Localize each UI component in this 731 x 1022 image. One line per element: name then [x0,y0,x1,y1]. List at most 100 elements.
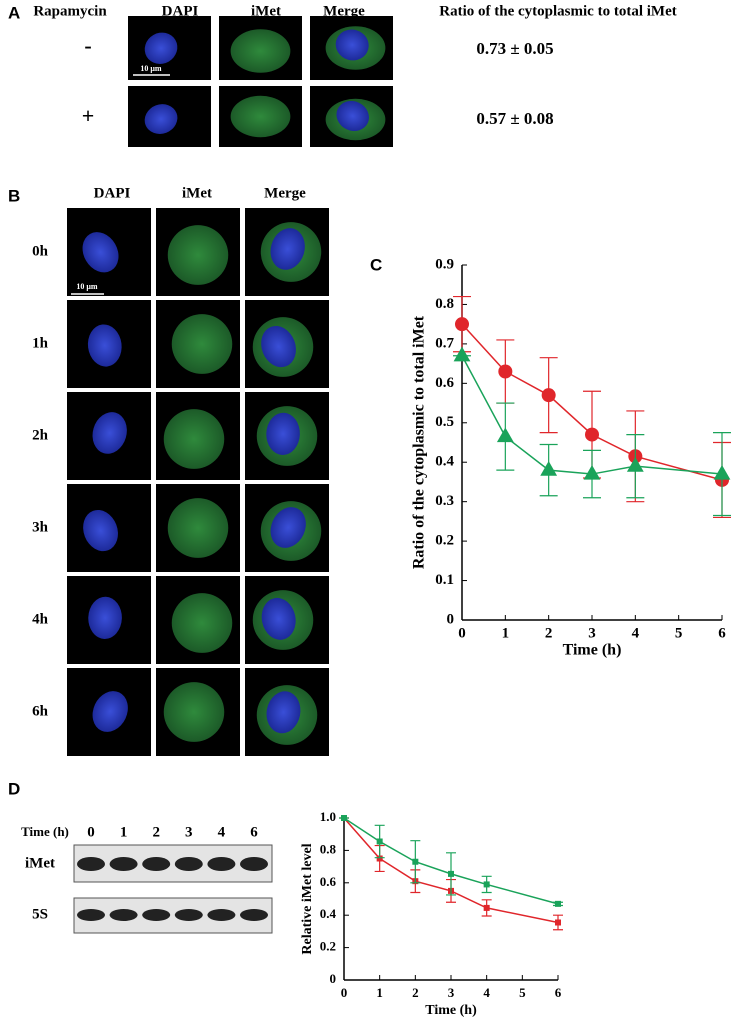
series-line [461,355,723,475]
y-tick-label: 0.9 [435,256,454,272]
y-tick-label: 0.7 [435,335,454,351]
x-axis-label: Time (h) [425,1003,477,1018]
nucleus [87,324,122,367]
y-tick-label: 0.6 [320,874,337,889]
time-label: Time (h) [21,824,69,839]
nucleus [335,29,369,61]
y-axis-label: Ratio of the cytoplasmic to total iMet [411,315,428,569]
nucleus [144,32,178,64]
series-line [343,817,559,924]
lane-label: 2 [152,824,160,840]
x-tick-label: 3 [448,985,455,1000]
band [174,909,203,921]
x-tick-label: 1 [376,985,383,1000]
x-tick-label: 0 [341,985,348,1000]
x-tick-label: 4 [483,985,490,1000]
marker [376,855,383,862]
band-label: 5S [32,906,48,922]
marker [453,346,471,362]
panel-label: D [8,779,20,798]
y-tick-label: 0.8 [435,296,454,312]
nucleus [266,412,300,455]
column-header: Rapamycin [33,3,107,19]
marker [341,815,347,821]
marker [585,427,599,442]
marker [496,427,514,443]
lane-label: 1 [120,824,128,840]
y-tick-label: 0.8 [320,841,337,856]
blot [73,844,273,883]
marker [376,838,383,845]
marker [541,388,556,403]
nucleus [144,104,178,134]
x-tick-label: 2 [545,625,553,641]
lane-label: 4 [218,824,226,840]
nucleus [261,325,296,368]
scale-label: 10 μm [140,64,162,73]
row-label: 2h [32,427,49,443]
nucleus [270,228,305,270]
band [142,909,171,921]
condition: + [82,103,95,128]
y-tick-label: 0.2 [320,939,336,954]
row-label: 3h [32,519,49,535]
nucleus [336,100,369,132]
nucleus [82,232,119,273]
cytoplasm [163,409,225,469]
cytoplasm [230,95,291,138]
marker [540,461,558,476]
lane-label: 0 [87,824,95,840]
x-tick-label: 4 [632,625,640,641]
column-header: DAPI [162,3,199,19]
band [142,857,171,871]
marker [713,464,731,480]
marker [626,457,644,472]
series-line [461,323,723,481]
x-axis-label: Time (h) [563,642,622,659]
ratio: 0.57 ± 0.08 [476,109,553,128]
y-tick-label: 0 [447,611,455,627]
band [207,857,236,871]
marker [555,900,561,907]
row-label: 4h [32,611,49,627]
band [77,909,105,921]
y-tick-label: 0 [330,971,337,986]
cytoplasm [230,29,291,73]
panel-label: A [8,3,20,22]
nucleus [92,691,128,732]
row-label: 1h [32,335,49,351]
marker [448,870,454,877]
column-header: Ratio of the cytoplasmic to total iMet [439,3,676,19]
band [77,857,105,871]
column-header: iMet [182,185,212,201]
condition: - [84,33,91,58]
band [109,857,138,871]
band [240,857,268,871]
cytoplasm [171,314,233,374]
y-tick-label: 0.2 [435,533,454,549]
cytoplasm [163,682,225,742]
y-tick-label: 0.5 [435,414,454,430]
x-tick-label: 0 [458,625,466,641]
y-tick-label: 0.3 [435,493,454,509]
y-tick-label: 0.6 [435,375,454,391]
band [174,857,203,871]
column-header: Merge [323,3,365,19]
marker [483,904,490,911]
band [240,909,268,921]
x-tick-label: 6 [555,985,562,1000]
column-header: DAPI [94,185,131,201]
nucleus [83,509,118,552]
marker [498,364,513,379]
lane-label: 3 [185,824,193,840]
blot [73,897,273,934]
series-line [343,817,559,905]
x-tick-label: 2 [412,985,419,1000]
nucleus [266,691,301,734]
nucleus [92,412,127,454]
nucleus [88,596,122,639]
band [109,909,138,921]
scale-label: 10 μm [76,282,98,291]
column-header: iMet [251,3,281,19]
